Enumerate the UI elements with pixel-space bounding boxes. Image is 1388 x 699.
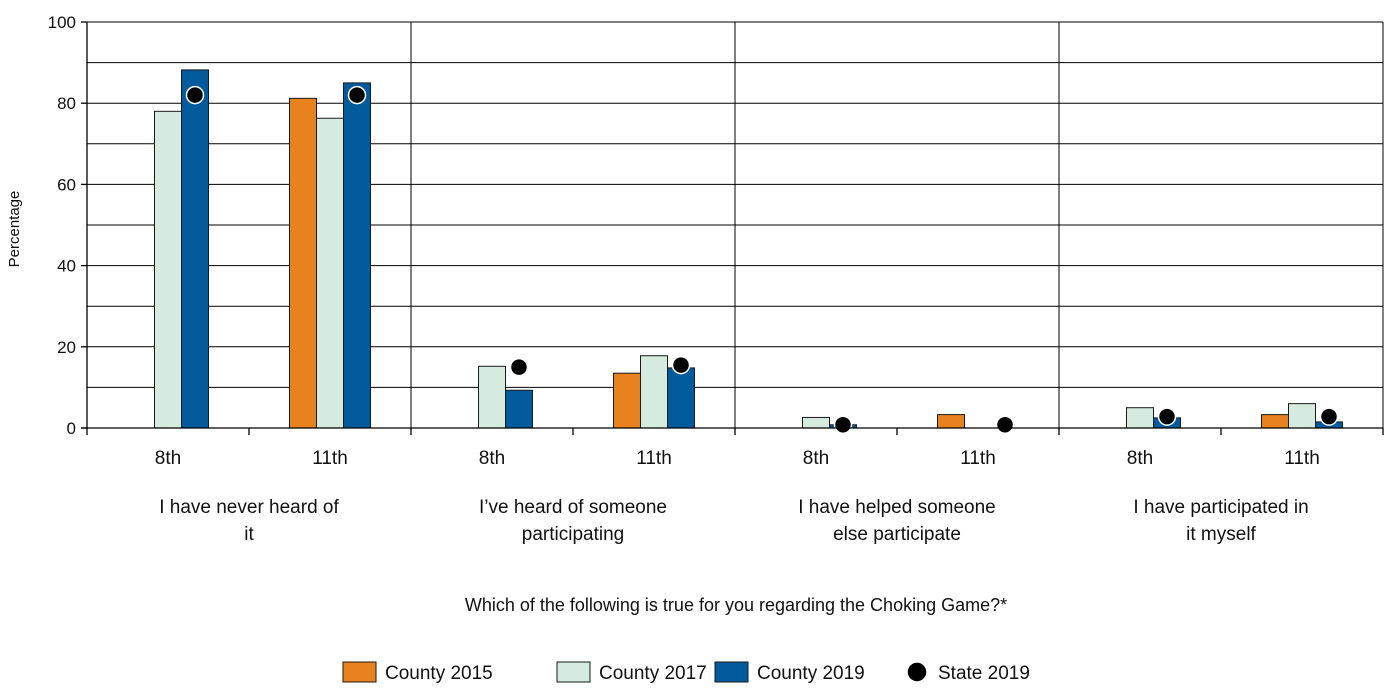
group-label: else participate: [833, 524, 961, 545]
gridlines: [87, 21, 1384, 428]
bar-county-2015: [613, 372, 641, 429]
bar-county-2019: [181, 69, 209, 429]
x-tick-label: 11th: [636, 448, 672, 469]
x-tick-label: 8th: [155, 448, 181, 469]
bars: [154, 69, 1343, 429]
y-axis-title: Percentage: [6, 191, 23, 268]
point-state-2019: [509, 357, 529, 377]
point-state-2019: [995, 415, 1015, 435]
axes: [81, 21, 1384, 435]
state-points: [185, 85, 1339, 435]
x-tick-label: 8th: [1127, 448, 1153, 469]
bar-county-2019: [343, 82, 371, 429]
bar-county-2017: [154, 110, 182, 429]
bar-county-2017: [316, 117, 344, 429]
y-tick-label: 80: [57, 94, 76, 113]
x-tick-label: 8th: [479, 448, 505, 469]
legend-swatch-county-2015: [342, 661, 377, 683]
legend-swatch-state-2019: [906, 661, 928, 683]
bar-county-2017: [802, 416, 830, 429]
bar-county-2015: [1261, 414, 1289, 429]
bar-county-2015: [937, 414, 965, 429]
bar-county-2015: [289, 97, 317, 429]
bar-county-2017: [1126, 407, 1154, 429]
group-label: I’ve heard of someone: [479, 497, 667, 518]
point-state-2019: [833, 415, 853, 435]
legend-swatch-county-2019: [714, 661, 749, 683]
bar-county-2019: [505, 389, 533, 429]
point-state-2019: [347, 85, 367, 105]
x-tick-label: 8th: [803, 448, 829, 469]
y-tick-label: 0: [67, 419, 76, 438]
point-state-2019: [185, 85, 205, 105]
group-label: I have helped someone: [798, 497, 996, 518]
group-label: I have participated in: [1133, 497, 1308, 518]
group-label: participating: [522, 524, 624, 545]
bar-county-2017: [1288, 403, 1316, 429]
y-tick-label: 40: [57, 257, 76, 276]
legend-label: County 2019: [757, 663, 865, 684]
axis-labels: 0 20 40 60 80 100 8th 11th 8th 11th 8th 11th 8th 11th…: [48, 13, 1320, 545]
x-tick-label: 11th: [960, 448, 996, 469]
group-label: it myself: [1186, 524, 1256, 545]
y-tick-label: 20: [57, 338, 76, 357]
group-label: I have never heard of: [159, 497, 339, 518]
legend: County 2015 County 2017 County 2019 State 2…: [342, 661, 1030, 684]
x-tick-label: 11th: [1284, 448, 1320, 469]
legend-label: County 2015: [385, 663, 493, 684]
legend-label: County 2017: [599, 663, 707, 684]
y-tick-label: 60: [57, 175, 76, 194]
bar-county-2017: [478, 365, 506, 429]
x-axis-title: Which of the following is true for you r…: [465, 595, 1007, 615]
group-label: it: [244, 524, 254, 545]
x-tick-label: 11th: [312, 448, 348, 469]
y-tick-label: 100: [48, 13, 76, 32]
legend-swatch-county-2017: [556, 661, 591, 683]
legend-label: State 2019: [938, 663, 1030, 684]
bar-county-2017: [640, 355, 668, 429]
point-state-2019: [671, 355, 691, 375]
bar-county-2019: [667, 367, 695, 429]
point-state-2019: [1157, 407, 1177, 426]
point-state-2019: [1319, 407, 1339, 426]
